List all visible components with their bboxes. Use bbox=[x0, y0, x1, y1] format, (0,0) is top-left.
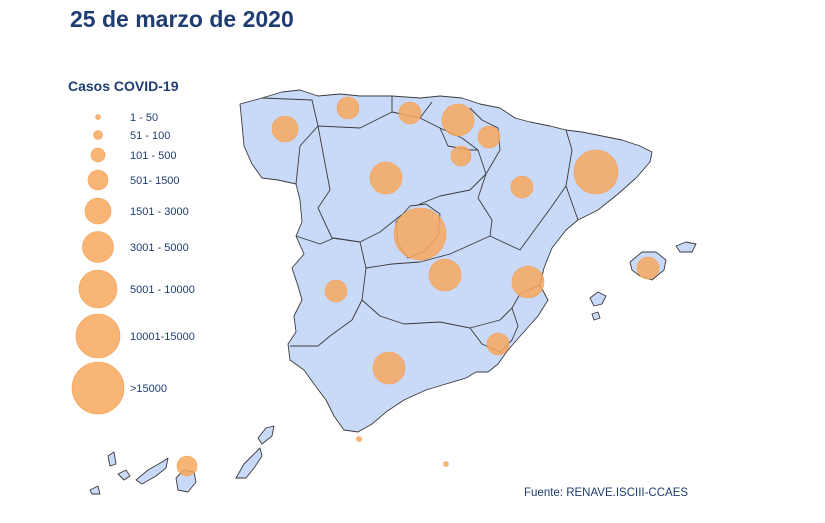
bubble-navarra bbox=[477, 125, 501, 149]
tenerife bbox=[135, 457, 169, 485]
bubble-murcia bbox=[486, 332, 510, 356]
bubble-canarias bbox=[176, 455, 198, 477]
legend-bubble-1 bbox=[95, 114, 101, 120]
legend-bubble-8 bbox=[75, 313, 121, 359]
bubble-castilla-leon bbox=[369, 161, 403, 195]
lanzarote bbox=[257, 425, 275, 445]
bubble-andalucia bbox=[372, 351, 406, 385]
bubble-la-rioja bbox=[450, 145, 472, 167]
bubble-castilla-la-mancha bbox=[428, 258, 462, 292]
legend-bubble-7 bbox=[78, 269, 118, 309]
legend-title: Casos COVID-19 bbox=[68, 78, 179, 94]
map-title: 25 de marzo de 2020 bbox=[70, 6, 294, 32]
legend-bubble-6 bbox=[82, 231, 114, 263]
legend-item: 101 - 500 bbox=[90, 147, 176, 163]
legend-label: 101 - 500 bbox=[130, 150, 176, 162]
el-hierro bbox=[89, 485, 101, 495]
bubble-ceuta bbox=[356, 436, 362, 442]
legend-bubble-3 bbox=[90, 147, 106, 163]
legend: Casos COVID-19 1 - 50 51 - 100 101 - 500… bbox=[68, 78, 238, 415]
formentera bbox=[591, 311, 601, 321]
legend-bubble-4 bbox=[87, 169, 109, 191]
legend-label: 1501 - 3000 bbox=[130, 206, 189, 218]
la-palma bbox=[107, 451, 117, 467]
bubble-extremadura bbox=[324, 279, 348, 303]
legend-item: 3001 - 5000 bbox=[82, 231, 189, 263]
legend-item: >15000 bbox=[71, 361, 167, 415]
source-note: Fuente: RENAVE.ISCIII-CCAES bbox=[524, 487, 689, 499]
legend-label: 10001-15000 bbox=[130, 331, 195, 343]
legend-label: 501- 1500 bbox=[130, 175, 180, 187]
legend-item: 5001 - 10000 bbox=[78, 269, 195, 309]
legend-label: 3001 - 5000 bbox=[130, 242, 189, 254]
legend-item: 10001-15000 bbox=[75, 313, 195, 359]
bubble-aragon bbox=[510, 175, 534, 199]
bubble-madrid bbox=[393, 207, 447, 261]
bubble-pais-vasco bbox=[441, 103, 475, 137]
legend-item: 1501 - 3000 bbox=[84, 197, 189, 225]
legend-label: 1 - 50 bbox=[130, 112, 158, 124]
ibiza bbox=[589, 291, 607, 307]
bubble-melilla bbox=[443, 461, 449, 467]
legend-item: 51 - 100 bbox=[93, 130, 170, 142]
bubble-asturias bbox=[336, 96, 360, 120]
legend-label: >15000 bbox=[130, 383, 167, 395]
la-gomera bbox=[117, 469, 131, 481]
bubble-galicia bbox=[271, 115, 299, 143]
legend-item: 1 - 50 bbox=[95, 112, 158, 124]
bubble-cantabria bbox=[398, 101, 422, 125]
fuerteventura bbox=[235, 447, 263, 479]
bubble-baleares bbox=[636, 256, 660, 280]
legend-item: 501- 1500 bbox=[87, 169, 180, 191]
bubble-cataluna bbox=[573, 149, 619, 195]
bubble-valencia bbox=[511, 265, 545, 299]
legend-label: 5001 - 10000 bbox=[130, 284, 195, 296]
legend-bubble-2 bbox=[93, 130, 103, 140]
menorca bbox=[675, 241, 697, 253]
legend-symbols: 1 - 50 51 - 100 101 - 500 501- 1500 1501… bbox=[71, 112, 195, 415]
legend-label: 51 - 100 bbox=[130, 130, 170, 142]
legend-bubble-5 bbox=[84, 197, 112, 225]
legend-bubble-9 bbox=[71, 361, 125, 415]
